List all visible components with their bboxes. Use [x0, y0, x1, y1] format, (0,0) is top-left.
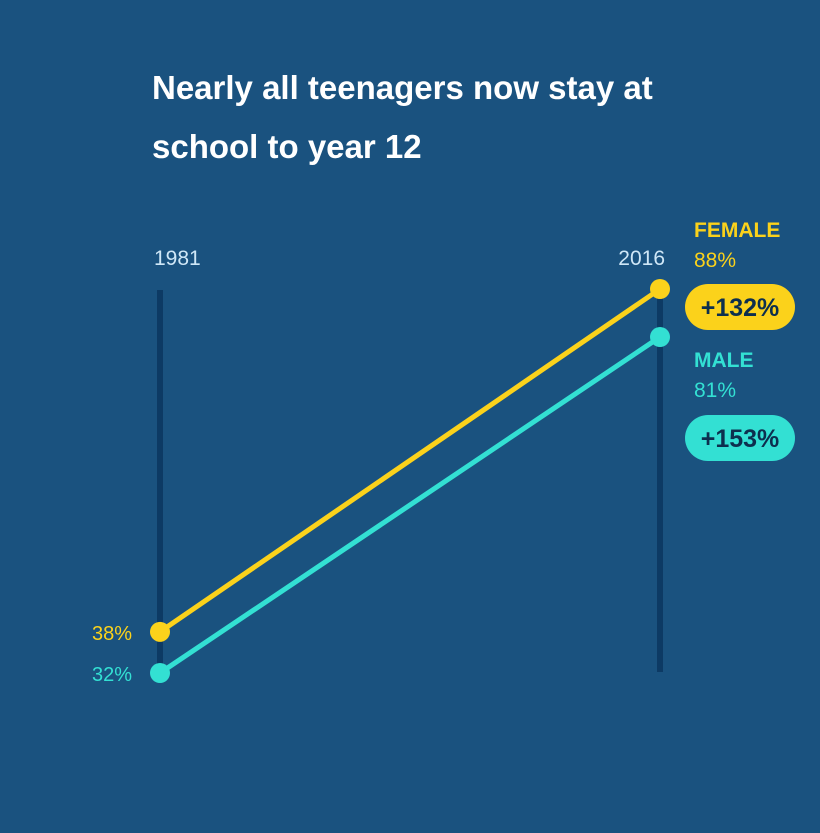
series-line-female — [157, 286, 663, 635]
year-label-1981: 1981 — [154, 247, 201, 270]
point-male-2016 — [650, 327, 670, 347]
change-label-female: +132% — [701, 294, 780, 322]
value-label-female-2016: 88% — [694, 249, 736, 272]
change-badge-male — [685, 415, 795, 461]
value-label-male-1981: 32% — [92, 664, 132, 686]
series-name-female: FEMALE — [694, 219, 780, 242]
series-name-male: MALE — [694, 349, 754, 372]
series-line-male — [157, 334, 663, 676]
point-female-2016 — [650, 279, 670, 299]
change-label-male: +153% — [701, 425, 780, 453]
value-label-female-1981: 38% — [92, 623, 132, 645]
point-female-1981 — [150, 621, 170, 642]
chart-title: Nearly all teenagers now stay at school … — [152, 69, 653, 165]
year-label-2016: 2016 — [618, 247, 665, 270]
point-male-1981 — [150, 663, 170, 683]
value-label-male-2016: 81% — [694, 379, 736, 402]
change-badge-female — [685, 284, 795, 330]
